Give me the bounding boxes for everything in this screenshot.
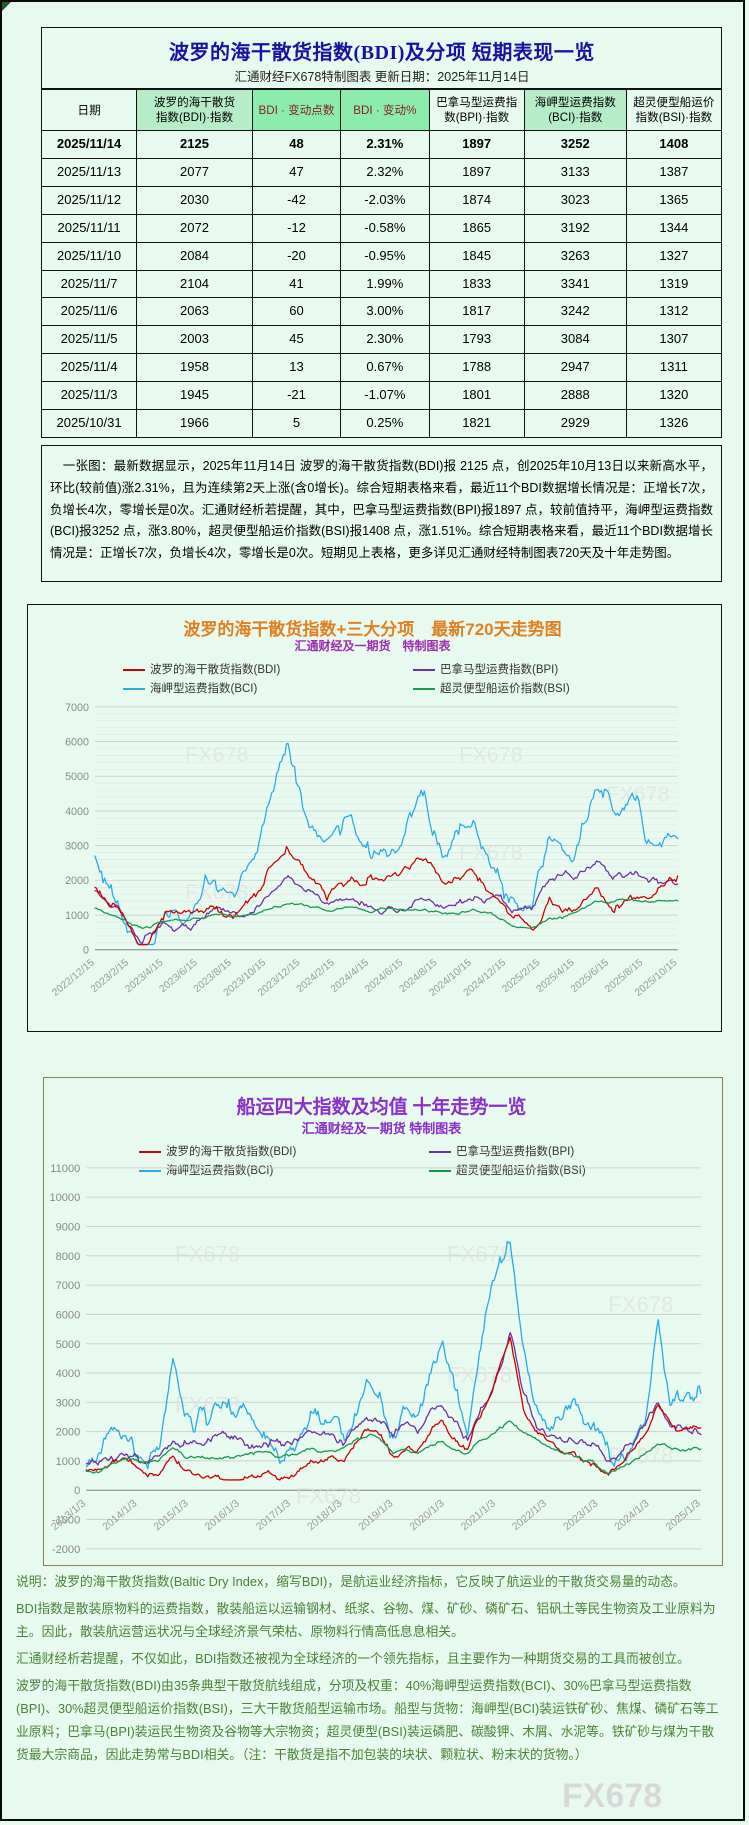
svg-text:4000: 4000: [65, 806, 89, 818]
svg-text:FX678: FX678: [185, 743, 248, 767]
svg-text:5000: 5000: [56, 1339, 81, 1351]
svg-text:FX678: FX678: [447, 1242, 512, 1267]
svg-text:7000: 7000: [65, 702, 89, 714]
svg-text:2022/1/3: 2022/1/3: [510, 1497, 549, 1533]
svg-text:2023/1/3: 2023/1/3: [561, 1497, 600, 1533]
svg-text:1000: 1000: [65, 910, 89, 922]
svg-text:2024/1/3: 2024/1/3: [612, 1497, 651, 1533]
svg-text:FX678: FX678: [447, 1362, 512, 1387]
svg-text:1000: 1000: [56, 1456, 81, 1468]
svg-text:2016/1/3: 2016/1/3: [203, 1497, 242, 1533]
svg-text:FX678: FX678: [459, 743, 522, 767]
svg-text:10000: 10000: [49, 1192, 80, 1204]
svg-text:2000: 2000: [65, 875, 89, 887]
svg-text:2025/1/3: 2025/1/3: [664, 1497, 703, 1533]
svg-text:6000: 6000: [56, 1309, 81, 1321]
svg-text:FX678: FX678: [606, 782, 669, 806]
svg-text:7000: 7000: [56, 1280, 81, 1292]
svg-text:3000: 3000: [65, 841, 89, 853]
svg-text:2015/1/3: 2015/1/3: [151, 1497, 190, 1533]
svg-text:FX678: FX678: [608, 1292, 673, 1317]
svg-text:FX678: FX678: [175, 1242, 240, 1267]
svg-text:0: 0: [74, 1485, 80, 1497]
svg-text:5000: 5000: [65, 771, 89, 783]
svg-text:-2000: -2000: [52, 1544, 80, 1556]
svg-text:6000: 6000: [65, 736, 89, 748]
svg-text:4000: 4000: [56, 1368, 81, 1380]
svg-text:11000: 11000: [50, 1163, 80, 1175]
svg-text:2017/1/3: 2017/1/3: [254, 1497, 293, 1533]
svg-text:2022/12/15: 2022/12/15: [50, 957, 97, 999]
svg-text:2014/1/3: 2014/1/3: [100, 1497, 139, 1533]
svg-text:2019/1/3: 2019/1/3: [356, 1497, 395, 1533]
svg-text:FX678: FX678: [459, 841, 522, 865]
svg-text:8000: 8000: [56, 1251, 81, 1263]
svg-text:2020/1/3: 2020/1/3: [407, 1497, 446, 1533]
svg-text:9000: 9000: [56, 1222, 81, 1234]
svg-text:3000: 3000: [56, 1397, 81, 1409]
svg-text:2000: 2000: [56, 1427, 81, 1439]
svg-text:0: 0: [83, 945, 89, 957]
svg-text:2021/1/3: 2021/1/3: [459, 1497, 498, 1533]
